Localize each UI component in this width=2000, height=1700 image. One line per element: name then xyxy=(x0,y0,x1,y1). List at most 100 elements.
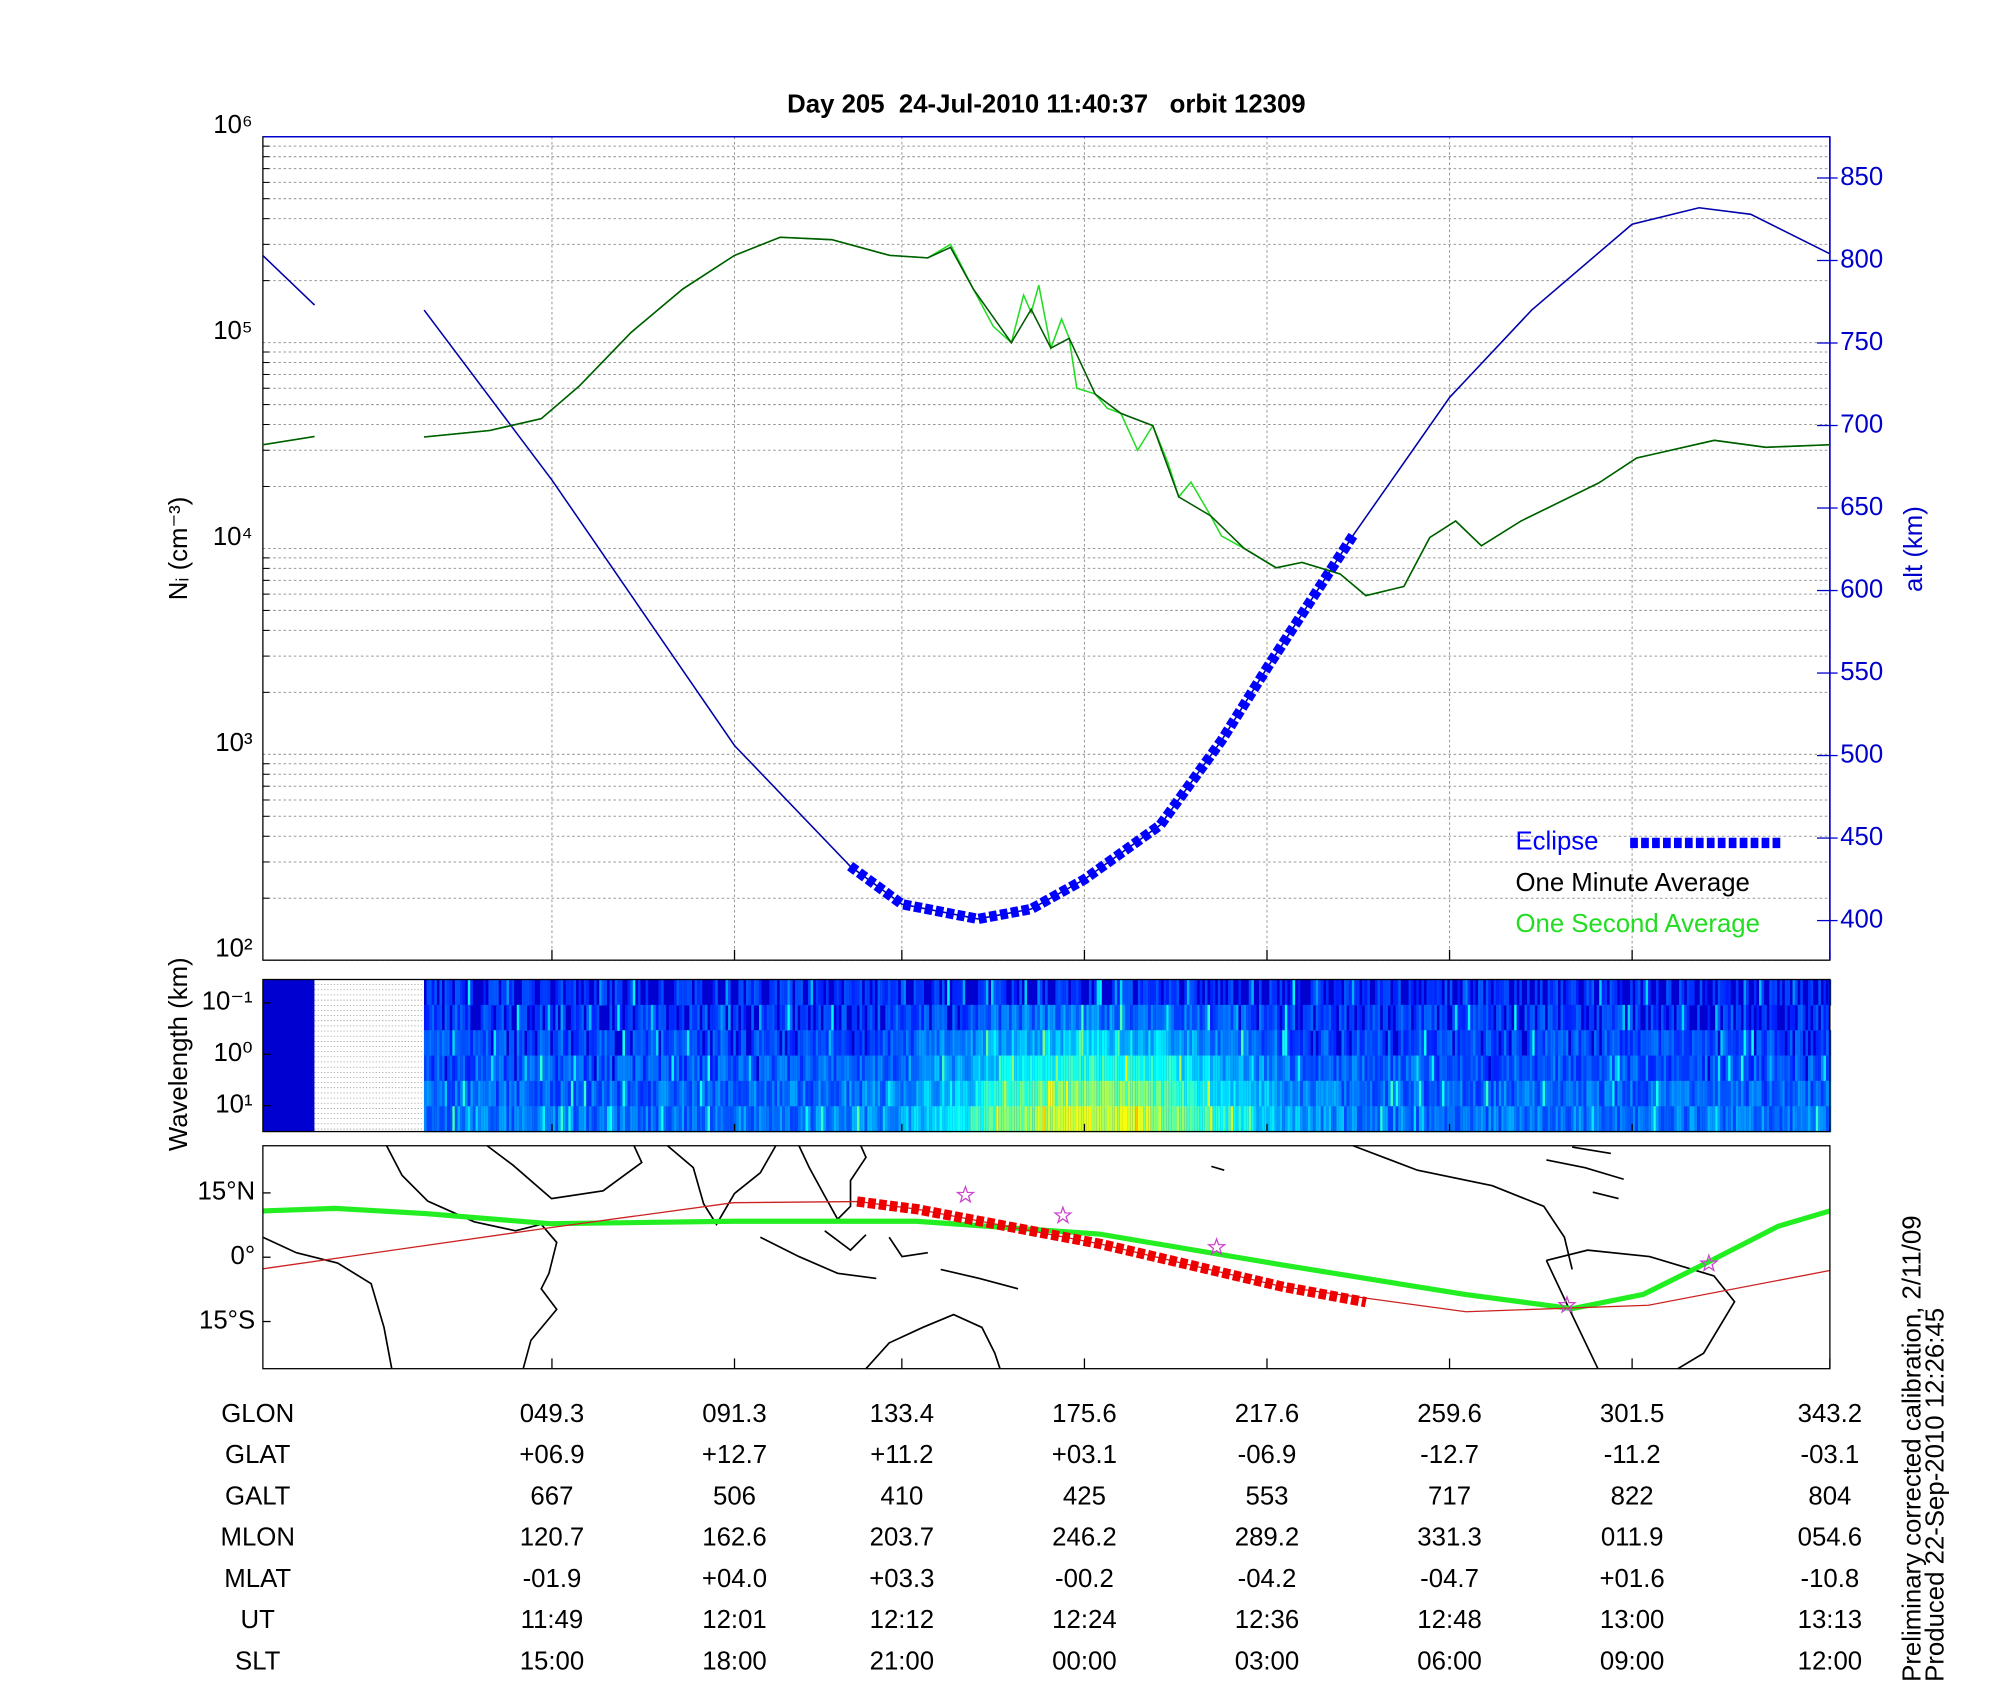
spectrogram-cell xyxy=(996,1004,999,1031)
spectrogram-cell xyxy=(1555,1055,1558,1082)
spectrogram-cell xyxy=(1658,1055,1662,1082)
spectrogram-cell xyxy=(1055,1030,1058,1057)
spectrogram-cell xyxy=(1106,1080,1110,1107)
spectrogram-cell xyxy=(885,1030,888,1057)
spectrogram-cell xyxy=(1431,1080,1435,1107)
spectrogram-cell xyxy=(1704,1030,1708,1057)
spectrogram-cell xyxy=(1060,979,1064,1006)
spectrogram-cell xyxy=(555,1030,558,1057)
spectrogram-cell xyxy=(1421,1080,1424,1107)
spectrogram-cell xyxy=(1689,1106,1693,1133)
spectrogram-cell xyxy=(496,1055,499,1082)
spectrogram-cell xyxy=(934,1030,937,1057)
spectrogram-cell xyxy=(1547,1004,1551,1031)
spectrogram-cell xyxy=(947,1080,950,1107)
spectrogram-cell xyxy=(1400,1004,1404,1031)
spectrogram-cell xyxy=(1346,979,1350,1006)
spectrogram-cell xyxy=(1586,1080,1589,1107)
spectrogram-cell xyxy=(1730,1106,1734,1133)
spectrogram-cell xyxy=(460,1106,463,1133)
spectrogram-cell xyxy=(1472,1030,1476,1057)
spectrogram-cell xyxy=(534,1080,538,1107)
spectrogram-cell xyxy=(983,1106,986,1133)
spectrogram-cell xyxy=(1434,1106,1437,1133)
spectrogram-cell xyxy=(1184,1055,1187,1082)
spectrogram-cell xyxy=(1805,1030,1808,1057)
spectrogram-cell xyxy=(1153,1004,1156,1031)
spectrogram-cell xyxy=(1351,1055,1355,1082)
spectrogram-cell xyxy=(1212,1004,1216,1031)
spectrogram-cell xyxy=(1137,1030,1141,1057)
spectrogram-cell xyxy=(1606,1030,1610,1057)
spectrogram-cell xyxy=(511,1080,515,1107)
spectrogram-cell xyxy=(993,1080,997,1107)
spectrogram-cell xyxy=(743,1004,747,1031)
spectrogram-cell xyxy=(1637,1106,1641,1133)
spectrogram-cell xyxy=(1539,1080,1543,1107)
spectrogram-cell xyxy=(1573,1055,1577,1082)
spectrogram-cell xyxy=(1009,1106,1012,1133)
spectrogram-cell xyxy=(908,1030,912,1057)
spectrogram-cell xyxy=(1313,1106,1316,1133)
spectrogram-cell xyxy=(1563,1080,1566,1107)
spectrogram-cell xyxy=(1653,1106,1656,1133)
spectrogram-cell xyxy=(1606,1080,1610,1107)
spectrogram-cell xyxy=(908,1055,912,1082)
spectrogram-cell xyxy=(516,1004,520,1031)
spectrogram-cell xyxy=(1305,1055,1308,1082)
spectrogram-cell xyxy=(1472,1080,1476,1107)
spectrogram-cell xyxy=(1220,1030,1223,1057)
spectrogram-cell xyxy=(1782,1106,1785,1133)
spectrogram-cell xyxy=(1101,1106,1105,1133)
spectrogram-cell xyxy=(1305,1080,1308,1107)
spectrogram-cell xyxy=(1681,1080,1685,1107)
spectrogram-cell xyxy=(1344,1055,1347,1082)
spectrogram-cell xyxy=(1086,1004,1089,1031)
spectrogram-cell xyxy=(800,1106,803,1133)
spectrogram-cell xyxy=(1596,1055,1600,1082)
table-cell: 11:49 xyxy=(521,1606,584,1634)
spectrogram-cell xyxy=(882,979,886,1006)
spectrogram-cell xyxy=(1588,1055,1592,1082)
spectrogram-cell xyxy=(1707,1106,1711,1133)
spectrogram-cell xyxy=(1094,1004,1097,1031)
spectrogram-cell xyxy=(426,1004,430,1031)
spectrogram-cell xyxy=(1668,1080,1672,1107)
spectrogram-cell xyxy=(1336,979,1339,1006)
spectrogram-cell xyxy=(601,1055,605,1082)
spectrogram-cell xyxy=(810,979,814,1006)
spectrogram-cell xyxy=(1413,1030,1417,1057)
spectrogram-cell xyxy=(931,1004,935,1031)
spectrogram-cell xyxy=(867,1030,870,1057)
spectrogram-cell xyxy=(1318,1055,1321,1082)
spectrogram-cell xyxy=(1483,1030,1486,1057)
spectrogram-cell xyxy=(478,1106,481,1133)
spectrogram-cell xyxy=(849,1055,852,1082)
spectrogram-cell xyxy=(1748,1106,1752,1133)
spectrogram-cell xyxy=(965,1080,968,1107)
spectrogram-cell xyxy=(1029,1106,1033,1133)
spectrogram-cell xyxy=(844,1080,847,1107)
spectrogram-cell xyxy=(1302,1030,1306,1057)
spectrogram-cell xyxy=(1266,1106,1270,1133)
spectrogram-cell xyxy=(1037,1030,1040,1057)
spectrogram-cell xyxy=(542,1106,546,1133)
spectrogram-cell xyxy=(1789,1004,1793,1031)
spectrogram-cell xyxy=(650,1030,654,1057)
spectrogram-cell xyxy=(1635,979,1638,1006)
spectrogram-cell xyxy=(648,1080,651,1107)
spectrogram-cell xyxy=(1449,1030,1453,1057)
spectrogram-cell xyxy=(568,1080,571,1107)
spectrogram-cell xyxy=(1279,979,1283,1006)
spectrogram-cell xyxy=(996,979,999,1006)
spectrogram-cell xyxy=(439,1080,443,1107)
spectrogram-cell xyxy=(1171,1055,1174,1082)
spectrogram-cell xyxy=(1289,1004,1293,1031)
spectrogram-cell xyxy=(1001,1030,1004,1057)
table-cell: 506 xyxy=(713,1482,756,1510)
spectrogram-cell xyxy=(1506,1004,1510,1031)
spectrogram-cell xyxy=(1789,1080,1793,1107)
spectrogram-cell xyxy=(831,1004,834,1031)
spectrogram-cell xyxy=(1277,1080,1280,1107)
spectrogram-cell xyxy=(967,1080,971,1107)
